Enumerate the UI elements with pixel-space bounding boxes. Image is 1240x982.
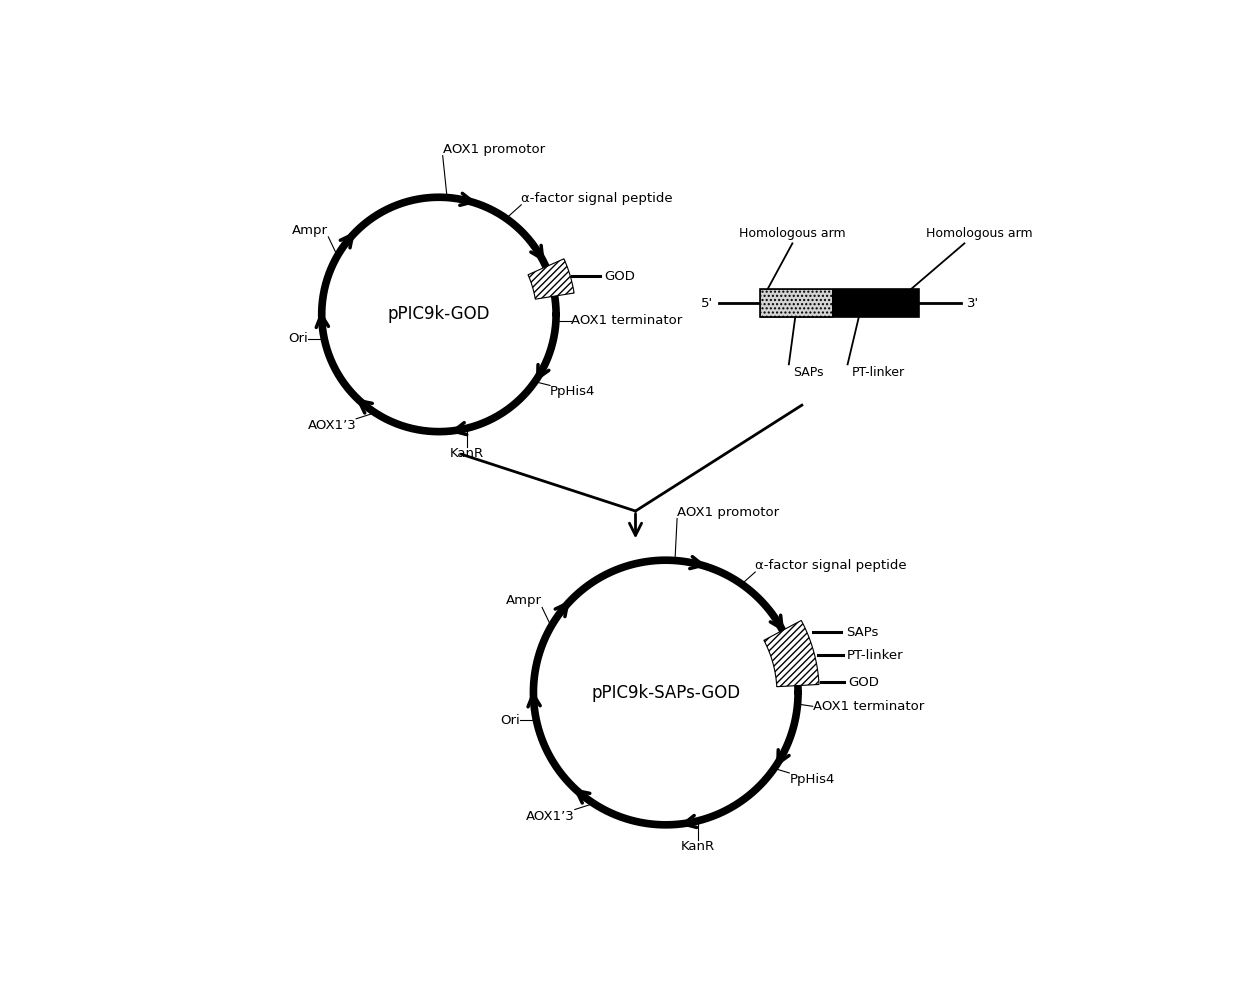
Text: AOX1’3: AOX1’3 [308,418,356,432]
Text: PT-linker: PT-linker [852,366,904,379]
Text: SAPs: SAPs [846,626,878,639]
Text: Homologous arm: Homologous arm [739,227,846,240]
Text: AOX1 promotor: AOX1 promotor [443,142,544,155]
Text: PT-linker: PT-linker [847,649,904,662]
Text: KanR: KanR [681,840,714,852]
Polygon shape [528,259,574,300]
Text: α-factor signal peptide: α-factor signal peptide [755,559,906,572]
Bar [760,289,919,317]
Text: 5': 5' [701,297,713,309]
Bar [832,289,919,317]
Text: α-factor signal peptide: α-factor signal peptide [521,191,673,205]
Bar [760,289,832,317]
Text: Ampr: Ampr [293,224,329,237]
Text: AOX1 terminator: AOX1 terminator [812,700,924,713]
Text: pPIC9k-SAPs-GOD: pPIC9k-SAPs-GOD [591,683,740,701]
Text: AOX1 promotor: AOX1 promotor [677,506,779,518]
Polygon shape [764,621,820,686]
Text: GOD: GOD [605,270,636,283]
Bar [760,289,832,317]
Text: SAPs: SAPs [792,366,823,379]
Text: KanR: KanR [450,447,485,460]
Text: 3': 3' [967,297,978,309]
Text: Ori: Ori [288,332,308,346]
Text: AOX1 terminator: AOX1 terminator [572,314,682,327]
Text: pPIC9k-GOD: pPIC9k-GOD [388,305,490,323]
Text: PpHis4: PpHis4 [551,386,595,399]
Text: AOX1’3: AOX1’3 [526,809,575,823]
Text: GOD: GOD [848,676,879,689]
Text: Ampr: Ampr [506,594,542,608]
Text: Homologous arm: Homologous arm [926,227,1033,240]
Text: Ori: Ori [500,714,520,727]
Text: PpHis4: PpHis4 [790,773,835,786]
